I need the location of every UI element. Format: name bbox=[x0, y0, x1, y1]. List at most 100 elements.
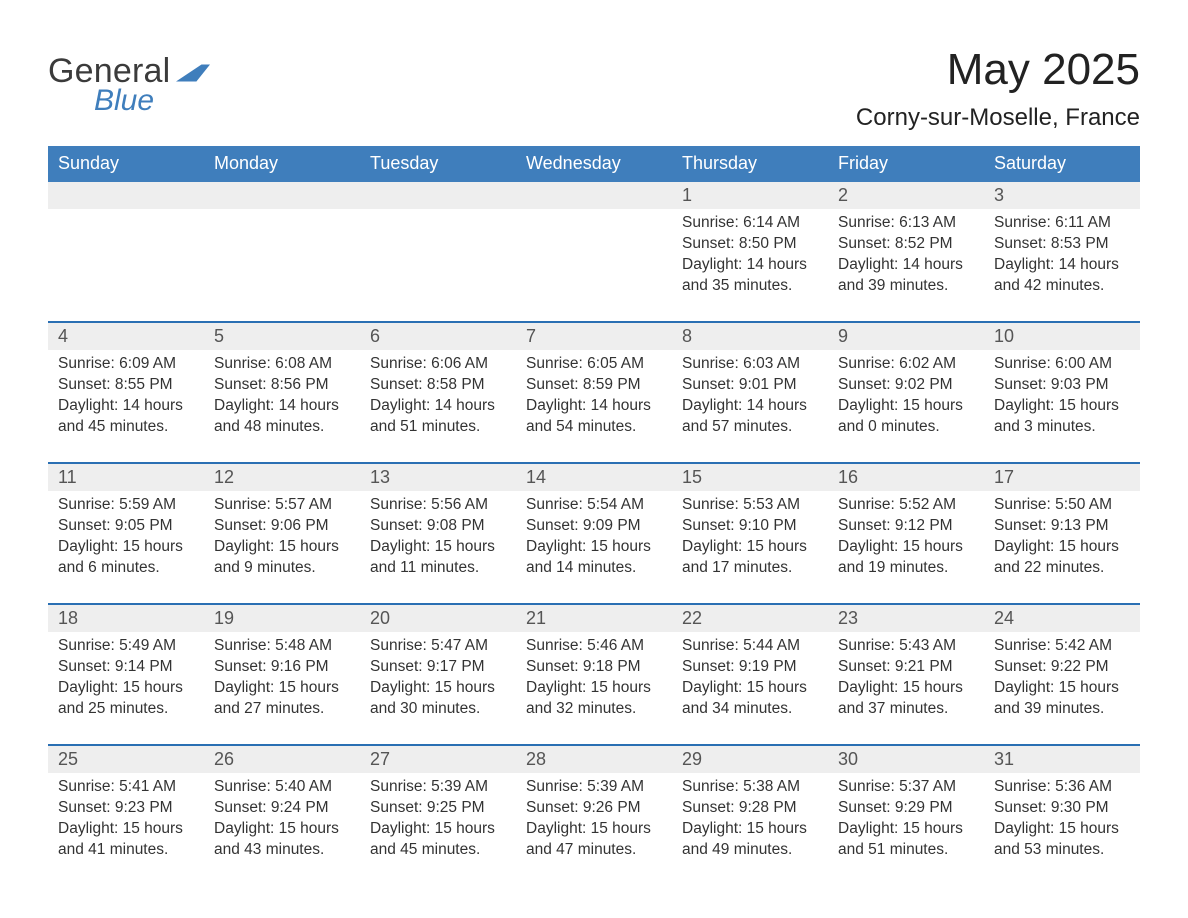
day-body-cell: Sunrise: 5:36 AMSunset: 9:30 PMDaylight:… bbox=[984, 773, 1140, 885]
calendar-week: 45678910Sunrise: 6:09 AMSunset: 8:55 PMD… bbox=[48, 321, 1140, 462]
day-number-cell: 16 bbox=[828, 464, 984, 491]
calendar-page: General Blue May 2025 Corny-sur-Moselle,… bbox=[0, 0, 1188, 918]
daylight-line: Daylight: 15 hours and 32 minutes. bbox=[526, 678, 662, 720]
sunrise-line: Sunrise: 5:48 AM bbox=[214, 636, 350, 657]
logo-text-wrap: General Blue bbox=[48, 54, 170, 118]
page-title: May 2025 bbox=[856, 46, 1140, 94]
day-body-cell bbox=[516, 209, 672, 321]
sunset-line: Sunset: 9:02 PM bbox=[838, 375, 974, 396]
day-number-cell: 15 bbox=[672, 464, 828, 491]
daylight-line: Daylight: 14 hours and 54 minutes. bbox=[526, 396, 662, 438]
sunset-line: Sunset: 9:03 PM bbox=[994, 375, 1130, 396]
sunrise-line: Sunrise: 5:57 AM bbox=[214, 495, 350, 516]
sunrise-line: Sunrise: 5:50 AM bbox=[994, 495, 1130, 516]
day-body-cell: Sunrise: 5:39 AMSunset: 9:26 PMDaylight:… bbox=[516, 773, 672, 885]
weekday-header-row: SundayMondayTuesdayWednesdayThursdayFrid… bbox=[48, 146, 1140, 182]
calendar-week: 18192021222324Sunrise: 5:49 AMSunset: 9:… bbox=[48, 603, 1140, 744]
day-number-cell: 28 bbox=[516, 746, 672, 773]
day-number-row: 18192021222324 bbox=[48, 605, 1140, 632]
day-number-cell: 9 bbox=[828, 323, 984, 350]
sunset-line: Sunset: 9:30 PM bbox=[994, 798, 1130, 819]
sunset-line: Sunset: 9:23 PM bbox=[58, 798, 194, 819]
daylight-line: Daylight: 15 hours and 41 minutes. bbox=[58, 819, 194, 861]
sunset-line: Sunset: 9:09 PM bbox=[526, 516, 662, 537]
weekday-cell: Sunday bbox=[48, 146, 204, 182]
sunset-line: Sunset: 9:05 PM bbox=[58, 516, 194, 537]
sunrise-line: Sunrise: 6:00 AM bbox=[994, 354, 1130, 375]
day-number-cell: 31 bbox=[984, 746, 1140, 773]
daylight-line: Daylight: 14 hours and 42 minutes. bbox=[994, 255, 1130, 297]
weeks-container: 123Sunrise: 6:14 AMSunset: 8:50 PMDaylig… bbox=[48, 182, 1140, 885]
daylight-line: Daylight: 15 hours and 30 minutes. bbox=[370, 678, 506, 720]
day-number-cell: 29 bbox=[672, 746, 828, 773]
daylight-line: Daylight: 15 hours and 39 minutes. bbox=[994, 678, 1130, 720]
sunset-line: Sunset: 8:50 PM bbox=[682, 234, 818, 255]
sunset-line: Sunset: 9:16 PM bbox=[214, 657, 350, 678]
day-body-cell: Sunrise: 5:47 AMSunset: 9:17 PMDaylight:… bbox=[360, 632, 516, 744]
day-body-cell: Sunrise: 6:09 AMSunset: 8:55 PMDaylight:… bbox=[48, 350, 204, 462]
day-number-cell bbox=[516, 182, 672, 209]
sunrise-line: Sunrise: 6:02 AM bbox=[838, 354, 974, 375]
weekday-cell: Wednesday bbox=[516, 146, 672, 182]
sunset-line: Sunset: 8:53 PM bbox=[994, 234, 1130, 255]
sunrise-line: Sunrise: 5:47 AM bbox=[370, 636, 506, 657]
day-body-cell: Sunrise: 5:48 AMSunset: 9:16 PMDaylight:… bbox=[204, 632, 360, 744]
day-body-cell: Sunrise: 5:46 AMSunset: 9:18 PMDaylight:… bbox=[516, 632, 672, 744]
daylight-line: Daylight: 15 hours and 17 minutes. bbox=[682, 537, 818, 579]
day-body-row: Sunrise: 6:14 AMSunset: 8:50 PMDaylight:… bbox=[48, 209, 1140, 321]
sunrise-line: Sunrise: 5:44 AM bbox=[682, 636, 818, 657]
sunset-line: Sunset: 9:28 PM bbox=[682, 798, 818, 819]
page-header: General Blue May 2025 Corny-sur-Moselle,… bbox=[48, 46, 1140, 132]
day-number-cell bbox=[360, 182, 516, 209]
day-number-cell: 7 bbox=[516, 323, 672, 350]
day-number-cell: 13 bbox=[360, 464, 516, 491]
day-body-cell: Sunrise: 5:39 AMSunset: 9:25 PMDaylight:… bbox=[360, 773, 516, 885]
day-number-cell: 17 bbox=[984, 464, 1140, 491]
day-body-row: Sunrise: 6:09 AMSunset: 8:55 PMDaylight:… bbox=[48, 350, 1140, 462]
day-number-cell: 5 bbox=[204, 323, 360, 350]
sunrise-line: Sunrise: 5:54 AM bbox=[526, 495, 662, 516]
sunrise-line: Sunrise: 6:08 AM bbox=[214, 354, 350, 375]
sunrise-line: Sunrise: 5:41 AM bbox=[58, 777, 194, 798]
daylight-line: Daylight: 14 hours and 35 minutes. bbox=[682, 255, 818, 297]
sunrise-line: Sunrise: 5:53 AM bbox=[682, 495, 818, 516]
title-block: May 2025 Corny-sur-Moselle, France bbox=[856, 46, 1140, 132]
sunrise-line: Sunrise: 6:06 AM bbox=[370, 354, 506, 375]
day-number-cell: 23 bbox=[828, 605, 984, 632]
daylight-line: Daylight: 15 hours and 53 minutes. bbox=[994, 819, 1130, 861]
day-number-cell: 6 bbox=[360, 323, 516, 350]
daylight-line: Daylight: 14 hours and 45 minutes. bbox=[58, 396, 194, 438]
day-number-cell: 12 bbox=[204, 464, 360, 491]
sunset-line: Sunset: 8:59 PM bbox=[526, 375, 662, 396]
sunrise-line: Sunrise: 5:59 AM bbox=[58, 495, 194, 516]
weekday-cell: Saturday bbox=[984, 146, 1140, 182]
day-number-cell bbox=[48, 182, 204, 209]
day-body-cell: Sunrise: 6:02 AMSunset: 9:02 PMDaylight:… bbox=[828, 350, 984, 462]
sunset-line: Sunset: 9:22 PM bbox=[994, 657, 1130, 678]
daylight-line: Daylight: 14 hours and 57 minutes. bbox=[682, 396, 818, 438]
daylight-line: Daylight: 15 hours and 51 minutes. bbox=[838, 819, 974, 861]
day-number-cell: 2 bbox=[828, 182, 984, 209]
day-body-cell: Sunrise: 6:06 AMSunset: 8:58 PMDaylight:… bbox=[360, 350, 516, 462]
day-body-cell: Sunrise: 5:42 AMSunset: 9:22 PMDaylight:… bbox=[984, 632, 1140, 744]
daylight-line: Daylight: 15 hours and 6 minutes. bbox=[58, 537, 194, 579]
sunrise-line: Sunrise: 5:39 AM bbox=[526, 777, 662, 798]
sunset-line: Sunset: 9:13 PM bbox=[994, 516, 1130, 537]
day-number-cell: 4 bbox=[48, 323, 204, 350]
sunrise-line: Sunrise: 5:46 AM bbox=[526, 636, 662, 657]
daylight-line: Daylight: 15 hours and 47 minutes. bbox=[526, 819, 662, 861]
day-body-cell: Sunrise: 5:49 AMSunset: 9:14 PMDaylight:… bbox=[48, 632, 204, 744]
day-body-cell: Sunrise: 5:52 AMSunset: 9:12 PMDaylight:… bbox=[828, 491, 984, 603]
day-number-row: 25262728293031 bbox=[48, 746, 1140, 773]
calendar-grid: SundayMondayTuesdayWednesdayThursdayFrid… bbox=[48, 146, 1140, 885]
daylight-line: Daylight: 15 hours and 34 minutes. bbox=[682, 678, 818, 720]
calendar-week: 123Sunrise: 6:14 AMSunset: 8:50 PMDaylig… bbox=[48, 182, 1140, 321]
day-body-cell: Sunrise: 5:50 AMSunset: 9:13 PMDaylight:… bbox=[984, 491, 1140, 603]
sunset-line: Sunset: 8:58 PM bbox=[370, 375, 506, 396]
day-number-cell: 30 bbox=[828, 746, 984, 773]
day-body-cell bbox=[360, 209, 516, 321]
sunrise-line: Sunrise: 5:40 AM bbox=[214, 777, 350, 798]
day-number-row: 11121314151617 bbox=[48, 464, 1140, 491]
brand-logo: General Blue bbox=[48, 54, 210, 118]
day-body-cell: Sunrise: 5:59 AMSunset: 9:05 PMDaylight:… bbox=[48, 491, 204, 603]
